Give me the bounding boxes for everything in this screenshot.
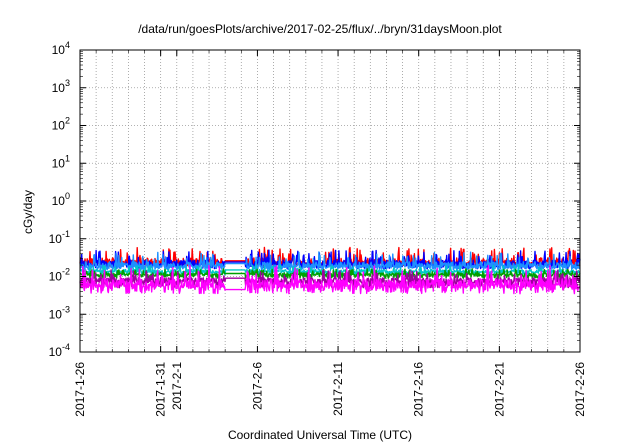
x-axis-label: Coordinated Universal Time (UTC) xyxy=(227,428,413,442)
chart-title: /data/run/goesPlots/archive/2017-02-25/f… xyxy=(138,22,502,36)
y-tick-label: 10-1 xyxy=(49,229,70,246)
y-tick-label: 10-2 xyxy=(49,267,70,284)
y-axis-label: cGy/day xyxy=(21,190,35,235)
series-line xyxy=(79,264,581,295)
y-axis-ticks: 10-4 10-3 10-2 10-1 100 101 102 103 104 xyxy=(49,40,580,359)
series-group xyxy=(79,246,581,295)
x-tick-label: 2017-2-1 xyxy=(170,362,184,410)
y-tick-label: 10-4 xyxy=(49,342,70,359)
x-axis-ticks: 2017-1-26 2017-1-31 2017-2-1 2017-2-6 2017-2… xyxy=(73,50,587,417)
x-tick-label: 2017-1-31 xyxy=(154,362,168,417)
x-tick-label: 2017-2-21 xyxy=(492,362,506,417)
x-tick-label: 2017-2-16 xyxy=(412,362,426,417)
y-tick-label: 102 xyxy=(52,116,70,133)
x-tick-label: 2017-1-26 xyxy=(73,362,87,417)
x-tick-label: 2017-2-11 xyxy=(331,362,345,416)
y-tick-label: 100 xyxy=(52,191,70,208)
y-tick-label: 101 xyxy=(52,153,70,170)
y-tick-label: 10-3 xyxy=(49,304,70,321)
y-tick-label: 103 xyxy=(52,78,70,95)
series-line xyxy=(79,251,581,271)
series-line xyxy=(79,249,581,270)
x-tick-label: 2017-2-26 xyxy=(573,362,587,417)
y-tick-label: 104 xyxy=(52,40,70,57)
x-tick-label: 2017-2-6 xyxy=(250,362,264,410)
